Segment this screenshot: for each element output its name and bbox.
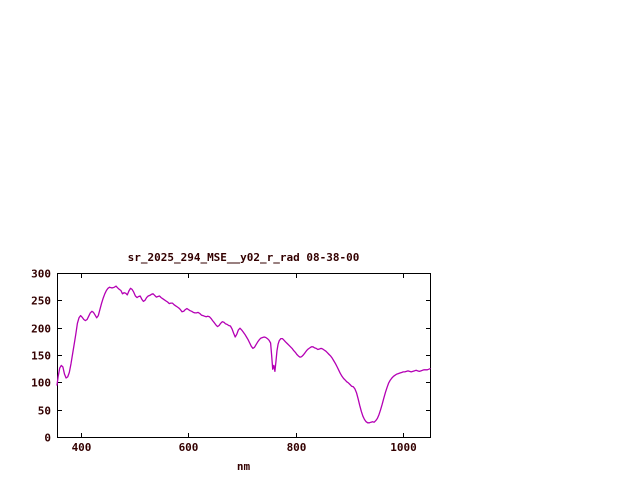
y-tick-label: 100 — [31, 377, 51, 390]
x-tick-label: 400 — [72, 441, 92, 454]
y-tick-label: 150 — [31, 350, 51, 363]
spectrum-line — [56, 285, 431, 424]
y-tick-label: 0 — [44, 432, 51, 445]
x-tick-label: 600 — [179, 441, 199, 454]
x-axis-label: nm — [236, 460, 251, 473]
y-tick-label: 300 — [31, 268, 51, 281]
x-tick-label: 800 — [287, 441, 307, 454]
y-tick-label: 50 — [38, 405, 51, 418]
x-tick-label: 1000 — [390, 441, 417, 454]
y-tick-label: 250 — [31, 295, 51, 308]
y-tick-label: 200 — [31, 323, 51, 336]
plot-border — [57, 273, 431, 438]
chart-title: sr_2025_294_MSE__y02_r_rad 08-38-00 — [127, 251, 360, 264]
